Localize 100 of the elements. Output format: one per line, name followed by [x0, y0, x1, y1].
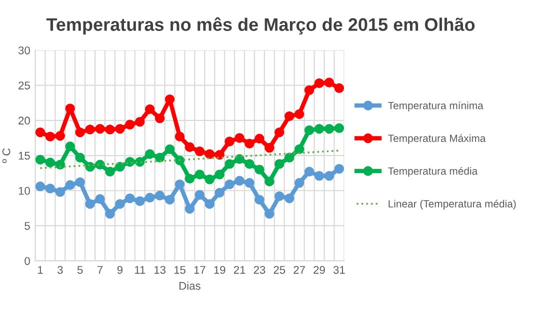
point	[284, 193, 294, 204]
point	[174, 156, 185, 166]
point	[45, 158, 56, 168]
point	[304, 166, 314, 177]
point	[35, 182, 46, 192]
point	[334, 123, 344, 134]
point	[184, 174, 195, 184]
point	[224, 159, 234, 169]
x-tick-label: 27	[294, 266, 305, 274]
x-tick-label: 23	[254, 266, 266, 274]
point	[294, 109, 304, 119]
point	[194, 170, 205, 180]
y-tick-label: 5	[24, 222, 30, 230]
point	[284, 111, 294, 122]
point	[75, 127, 85, 138]
point	[224, 136, 234, 146]
point	[274, 159, 284, 169]
point	[284, 152, 294, 162]
x-tick-label: 25	[274, 266, 286, 274]
x-tick-label: 7	[97, 266, 103, 274]
x-tick-label: 15	[174, 266, 186, 274]
point	[314, 171, 324, 181]
y-axis-title: º C	[2, 148, 10, 163]
point	[204, 174, 214, 184]
point	[264, 142, 274, 153]
point	[75, 152, 85, 162]
point	[294, 178, 304, 188]
point	[135, 196, 145, 206]
x-tick-label: 17	[194, 266, 206, 274]
point	[184, 204, 195, 214]
x-axis-title: Dias	[180, 282, 200, 290]
point	[55, 160, 66, 170]
point	[214, 188, 224, 198]
point	[324, 124, 334, 134]
point	[254, 134, 264, 144]
point	[244, 138, 254, 148]
point	[204, 199, 214, 209]
x-tick-label: 9	[117, 266, 123, 274]
point	[274, 127, 284, 138]
legend-label: Linear (Temperatura média)	[388, 200, 516, 210]
point	[224, 179, 234, 190]
y-tick-label: 15	[18, 152, 30, 160]
x-tick-label: 21	[234, 266, 246, 274]
point	[45, 184, 56, 194]
legend-label: Temperatura média	[388, 166, 478, 177]
point	[135, 116, 145, 127]
point	[45, 132, 56, 142]
point	[304, 125, 314, 136]
point	[234, 133, 244, 143]
point	[274, 191, 284, 202]
point	[144, 192, 155, 202]
point	[65, 180, 75, 190]
point	[125, 120, 135, 130]
y-tick-label: 0	[24, 257, 30, 265]
point	[154, 190, 165, 200]
x-tick-label: 3	[57, 266, 63, 274]
point	[194, 190, 205, 200]
point	[294, 144, 304, 154]
x-tick-label: 13	[154, 266, 166, 274]
point	[214, 170, 224, 180]
point	[234, 176, 244, 186]
point	[55, 131, 66, 141]
chart-title: Temperaturas no mês de Março de 2015 em Olhão	[46, 17, 475, 35]
point	[105, 124, 115, 134]
point	[174, 132, 185, 142]
x-tick-label: 1	[38, 266, 43, 274]
point	[254, 194, 264, 205]
point	[125, 193, 135, 204]
point	[75, 177, 85, 188]
point	[115, 124, 125, 134]
point	[65, 104, 75, 114]
point	[194, 146, 205, 156]
y-tick-label: 20	[18, 116, 30, 125]
point	[164, 194, 175, 205]
point	[324, 78, 334, 88]
point	[95, 124, 105, 134]
point	[105, 208, 115, 219]
point	[254, 164, 264, 174]
point	[105, 166, 115, 177]
point	[304, 85, 314, 96]
point	[164, 94, 175, 104]
point	[164, 144, 175, 154]
x-tick-label: 29	[314, 266, 325, 274]
x-tick-label: 11	[134, 266, 146, 274]
point	[85, 124, 95, 134]
point	[324, 171, 334, 181]
point	[144, 104, 155, 114]
point	[334, 164, 344, 174]
legend-label: Temperatura Máxima	[388, 134, 486, 144]
point	[244, 159, 254, 169]
point	[144, 149, 155, 159]
point	[264, 208, 274, 219]
legend-label: Temperatura mínima	[388, 101, 484, 112]
y-tick-label: 30	[18, 46, 30, 54]
point	[95, 194, 105, 204]
x-tick-label: 19	[214, 266, 226, 274]
point	[204, 149, 214, 159]
x-tick-label: 31	[333, 266, 345, 274]
point	[184, 142, 195, 152]
point	[314, 124, 324, 134]
